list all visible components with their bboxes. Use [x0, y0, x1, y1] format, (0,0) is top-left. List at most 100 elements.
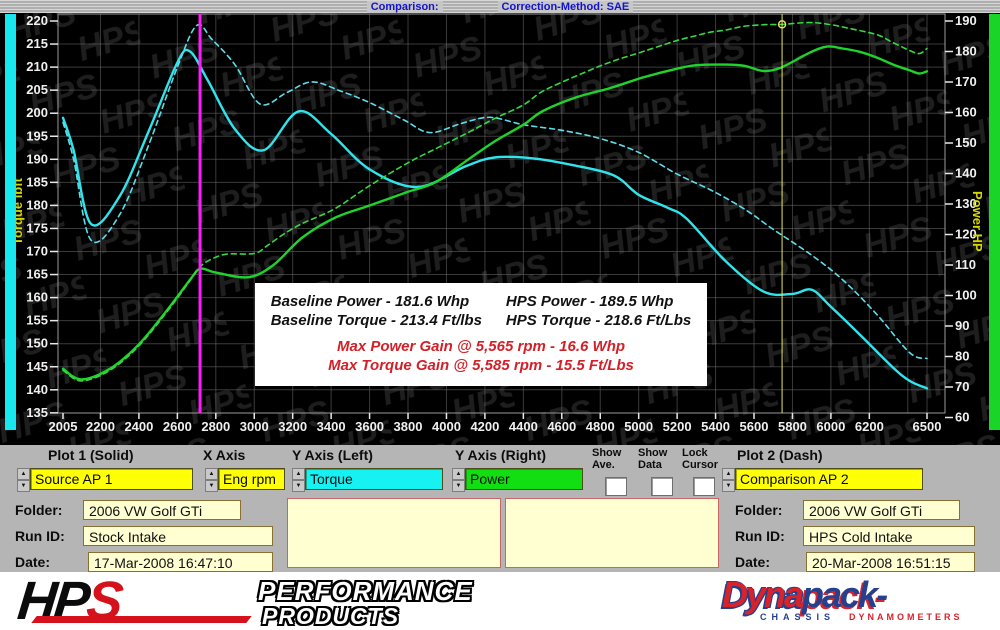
hps-power-text: HPS Power - 189.5 Whp: [505, 293, 674, 310]
hps-torque-text: HPS Torque - 218.6 Ft/Lbs: [505, 312, 692, 329]
y-left-tick-label: 200: [26, 105, 48, 120]
max-torque-gain-text: Max Torque Gain @ 5,585 rpm - 15.5 Ft/Lb…: [328, 357, 634, 374]
torque-axis-color-strip: [5, 14, 16, 430]
curve-0-torque-solid: [61, 48, 929, 390]
yaxis-left-combo: ▲ ▼ Torque: [292, 468, 443, 492]
y-right-tick-label: 110: [955, 257, 976, 272]
spinner-down-icon[interactable]: ▼: [292, 480, 305, 492]
y-left-tick-label: 185: [26, 174, 48, 189]
y-left-tick-label: 145: [26, 359, 48, 374]
lock-cursor-label-1: Lock: [682, 447, 708, 459]
spinner-up-icon[interactable]: ▲: [205, 468, 218, 480]
spinner-up-icon[interactable]: ▲: [452, 468, 465, 480]
x-tick-label: 6500: [913, 419, 942, 434]
spinner-down-icon[interactable]: ▼: [722, 480, 735, 492]
yaxis-left-field[interactable]: Torque: [305, 468, 443, 490]
show-data-checkbox[interactable]: [651, 477, 673, 496]
plot2-section-label: Plot 2 (Dash): [737, 447, 823, 463]
y-right-tick-label: 60: [955, 410, 969, 425]
yaxis-right-section-label: Y Axis (Right): [455, 447, 547, 463]
xaxis-combo: ▲ ▼ Eng rpm: [205, 468, 285, 492]
comment-box-right[interactable]: [505, 498, 719, 568]
y-left-tick-label: 135: [26, 405, 48, 420]
xaxis-section-label: X Axis: [203, 447, 246, 463]
axis-tick-labels: 220 215 210 205 200 195 190 185 180 175 170 165 160 1…: [26, 13, 976, 434]
x-tick-label: 2400: [124, 419, 153, 434]
yaxis-right-field[interactable]: Power: [465, 468, 583, 490]
show-ave-label-1: Show: [592, 447, 622, 459]
spinner-down-icon[interactable]: ▼: [452, 480, 465, 492]
y-right-tick-label: 150: [955, 135, 977, 150]
x-tick-label: 3600: [355, 419, 384, 434]
dynapack-dynamometers-text: DYNAMOMETERS: [849, 612, 963, 622]
y-right-tick-label: 100: [955, 288, 977, 303]
x-tick-label: 5400: [701, 419, 730, 434]
y-right-tick-label: 70: [955, 379, 969, 394]
logo-strip: HPS PERFORMANCE PRODUCTS Dynapack- CHASS…: [0, 571, 1000, 630]
spinner-up-icon[interactable]: ▲: [292, 468, 305, 480]
runid-field-left[interactable]: Stock Intake: [83, 526, 273, 546]
y-right-tick-label: 120: [955, 227, 977, 242]
axis-ticks: [50, 20, 953, 419]
x-tick-label: 3000: [240, 419, 269, 434]
y-right-tick-label: 140: [955, 166, 977, 181]
runid-field-right[interactable]: HPS Cold Intake: [803, 526, 975, 546]
plot1-source-field[interactable]: Source AP 1: [30, 468, 193, 490]
y-right-tick-label: 180: [955, 44, 977, 59]
y-left-tick-label: 160: [26, 290, 48, 305]
y-left-tick-label: 195: [26, 128, 48, 143]
title-bar: Comparison: Correction-Method: SAE: [0, 0, 1000, 13]
lock-cursor-label-2: Cursor: [682, 459, 719, 471]
date-label-left: Date:: [15, 554, 51, 570]
comment-box-left[interactable]: [287, 498, 501, 568]
power-axis-color-strip: [989, 14, 1000, 430]
x-tick-label: 3800: [394, 419, 423, 434]
plot2-source-field[interactable]: Comparison AP 2: [735, 468, 923, 490]
x-tick-label: 2800: [201, 419, 230, 434]
spinner-down-icon[interactable]: ▼: [205, 480, 218, 492]
date-field-right[interactable]: 20-Mar-2008 16:51:15: [806, 552, 975, 572]
y-left-tick-label: 155: [26, 313, 48, 328]
control-panel: Plot 1 (Solid) X Axis Y Axis (Left) Y Ax…: [0, 445, 1000, 572]
y-left-tick-label: 210: [26, 59, 48, 74]
x-tick-label: 3400: [317, 419, 346, 434]
lock-cursor-checkbox[interactable]: [693, 477, 715, 496]
x-tick-label: 6200: [855, 419, 884, 434]
baseline-power-text: Baseline Power - 181.6 Whp: [270, 293, 470, 310]
y-left-tick-label: 215: [26, 36, 48, 51]
x-tick-label: 5600: [740, 419, 769, 434]
lock-cursor-control: Lock Cursor: [682, 447, 734, 496]
spinner-up-icon[interactable]: ▲: [17, 468, 30, 480]
yaxis-right-combo: ▲ ▼ Power: [452, 468, 583, 492]
y-left-tick-label: 170: [26, 244, 48, 259]
x-tick-label: 2005: [49, 419, 78, 434]
date-label-right: Date:: [735, 554, 771, 570]
xaxis-field[interactable]: Eng rpm: [218, 468, 285, 490]
y-right-tick-label: 130: [955, 196, 977, 211]
show-ave-checkbox[interactable]: [605, 477, 627, 496]
yaxis-right-spinner: ▲ ▼: [452, 468, 465, 492]
x-tick-label: 5800: [778, 419, 807, 434]
show-data-label-1: Show: [638, 447, 668, 459]
plot-border: [57, 13, 946, 414]
x-tick-label: 4000: [432, 419, 461, 434]
xaxis-spinner: ▲ ▼: [205, 468, 218, 492]
y-left-tick-label: 150: [26, 336, 48, 351]
plot1-source-combo: ▲ ▼ Source AP 1: [17, 468, 193, 492]
x-tick-label: 4600: [547, 419, 576, 434]
y-left-tick-label: 140: [26, 382, 48, 397]
chart-cursors: [198, 14, 787, 413]
date-field-left[interactable]: 17-Mar-2008 16:47:10: [88, 552, 273, 572]
spinner-up-icon[interactable]: ▲: [722, 468, 735, 480]
folder-field-left[interactable]: 2006 VW Golf GTi: [83, 500, 241, 520]
y-right-tick-label: 80: [955, 349, 969, 364]
comparison-label: Comparison:: [366, 0, 443, 13]
x-tick-label: 6000: [816, 419, 845, 434]
plot2-source-combo: ▲ ▼ Comparison AP 2: [722, 468, 923, 492]
dynapack-chassis-text: CHASSIS: [760, 612, 836, 622]
runid-label-left: Run ID:: [15, 528, 65, 544]
folder-field-right[interactable]: 2006 VW Golf GTi: [803, 500, 960, 520]
y-left-tick-label: 165: [26, 267, 48, 282]
spinner-down-icon[interactable]: ▼: [17, 480, 30, 492]
